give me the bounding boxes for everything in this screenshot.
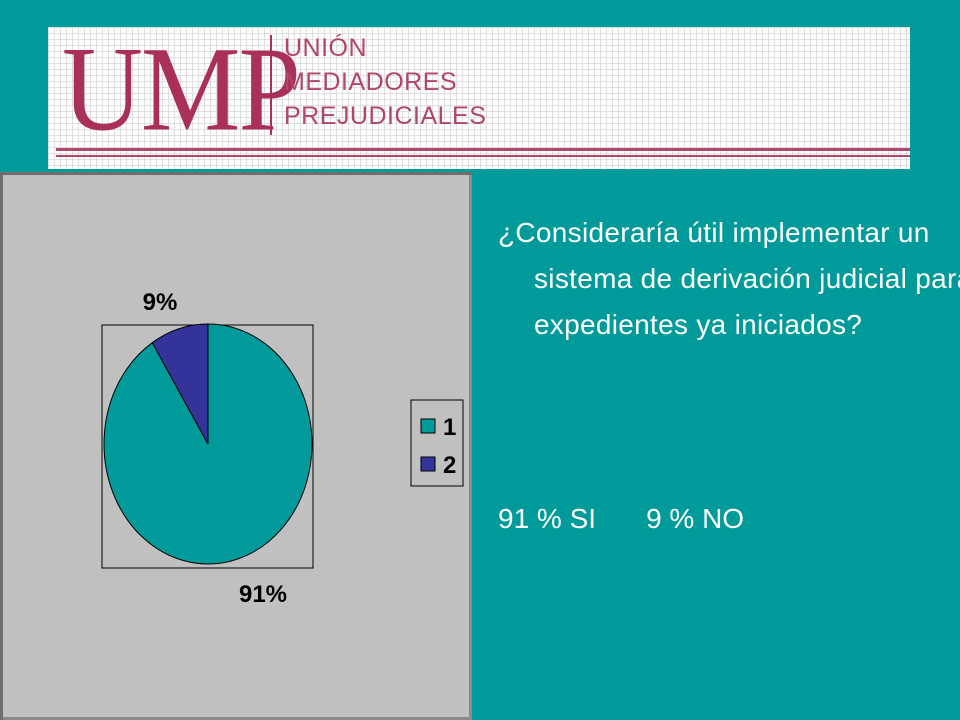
logo-mark: UMP — [62, 22, 301, 157]
legend-swatch-2 — [420, 456, 436, 472]
pie-chart: 9%91% 12 — [101, 289, 464, 608]
legend-frame — [410, 399, 464, 487]
pie-slices — [103, 323, 313, 565]
logo-line-2: MEDIADORES — [284, 68, 458, 96]
logo-divider — [270, 35, 272, 135]
data-label-2: 9% — [143, 289, 178, 316]
logo-subtitle: UNIÓN MEDIADORES PREJUDICIALES — [284, 31, 486, 133]
pie-data-labels: 9% 91% — [143, 289, 287, 608]
legend-label-1: 1 — [443, 414, 456, 441]
logo-line-3: PREJUDICIALES — [284, 102, 487, 130]
logo-underline-thin — [56, 155, 910, 157]
legend-swatch-1 — [420, 418, 436, 434]
data-label-1: 91% — [239, 581, 287, 608]
pie-slice-2 — [151, 323, 209, 445]
survey-result: 91 % SI 9 % NO — [498, 496, 744, 542]
answer-yes: 91 % SI — [498, 503, 597, 534]
chart-legend: 12 — [410, 399, 464, 487]
answer-no: 9 % NO — [646, 503, 745, 534]
logo-banner: UMP UNIÓN MEDIADORES PREJUDICIALES — [48, 27, 910, 169]
logo-line-1: UNIÓN — [284, 34, 368, 62]
logo-underline — [56, 148, 910, 151]
survey-question: ¿Consideraría útil implementar un sistem… — [498, 217, 960, 340]
legend-label-2: 2 — [443, 452, 456, 479]
